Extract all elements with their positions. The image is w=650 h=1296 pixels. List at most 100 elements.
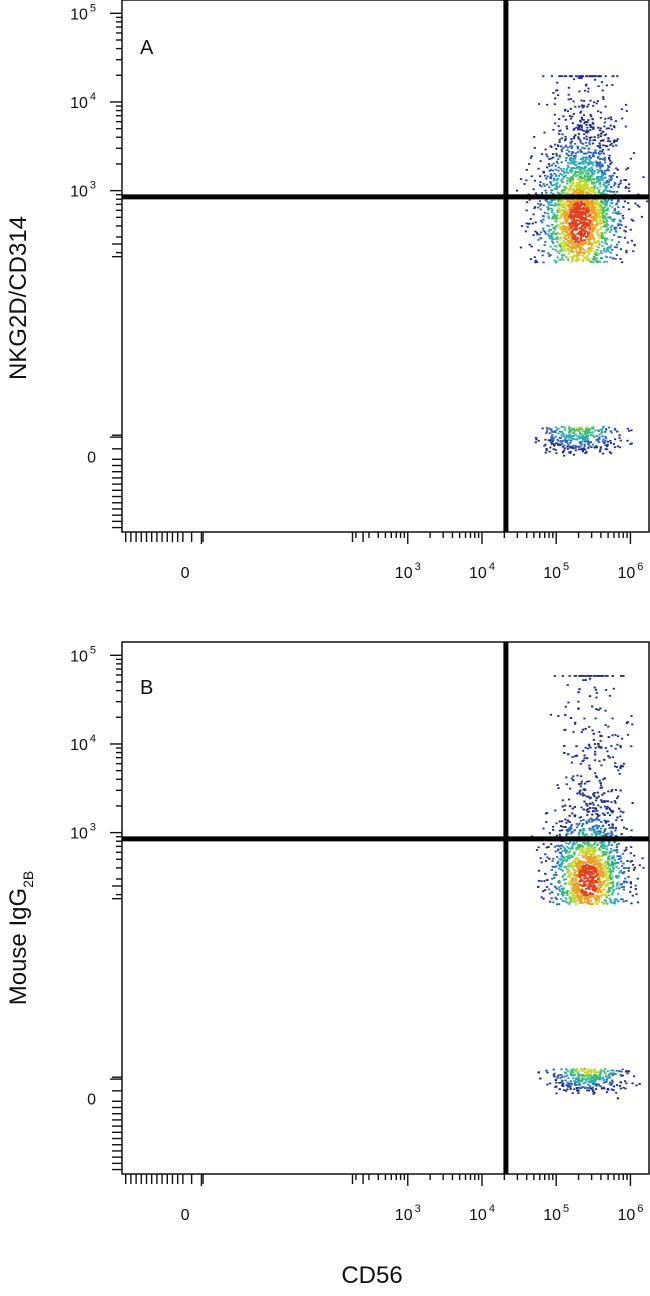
event-dot — [579, 139, 582, 142]
event-dot — [601, 851, 604, 853]
event-dot — [535, 849, 539, 851]
event-dot — [574, 229, 577, 231]
event-dot — [613, 902, 616, 905]
event-dot — [583, 861, 586, 863]
event-dot — [575, 858, 578, 861]
event-dot — [593, 759, 596, 762]
event-dot — [629, 860, 632, 863]
event-dot — [561, 170, 564, 172]
event-dot — [549, 439, 552, 442]
event-dot — [603, 181, 606, 184]
event-dot — [547, 439, 550, 442]
event-dot — [579, 876, 582, 879]
event-dot — [585, 225, 588, 228]
event-dot — [568, 903, 571, 905]
event-dot — [595, 799, 598, 802]
event-dot — [549, 900, 552, 903]
event-dot — [543, 211, 546, 214]
event-dot — [596, 813, 599, 816]
event-dot — [529, 218, 532, 220]
event-dot — [596, 249, 599, 251]
event-dot — [585, 129, 588, 132]
event-dot — [581, 829, 584, 832]
event-dot — [590, 169, 593, 172]
event-dot — [594, 772, 597, 775]
event-dot — [598, 218, 601, 221]
event-dot — [607, 228, 610, 230]
event-dot — [558, 156, 561, 158]
event-dot — [603, 221, 606, 224]
event-dot — [605, 1075, 608, 1077]
event-dot — [584, 436, 587, 439]
event-dot — [569, 241, 572, 244]
event-dot — [588, 1070, 591, 1072]
event-dot — [584, 185, 587, 188]
event-dot — [599, 204, 602, 207]
event-dot — [603, 200, 606, 203]
event-dot — [564, 439, 567, 441]
event-dot — [609, 442, 612, 444]
event-dot — [576, 847, 579, 850]
event-dot — [602, 889, 605, 892]
event-dot — [548, 235, 551, 238]
event-dot — [569, 452, 572, 454]
event-dot — [561, 230, 564, 232]
event-dot — [569, 434, 572, 437]
event-dot — [588, 1085, 592, 1088]
event-dot — [615, 1084, 619, 1086]
event-dot — [560, 430, 563, 433]
event-dot — [558, 1082, 561, 1084]
event-dot — [550, 157, 553, 160]
event-dot — [599, 139, 603, 142]
event-dot — [599, 448, 602, 451]
event-dot — [585, 205, 588, 208]
event-dot — [555, 865, 558, 868]
event-dot — [588, 75, 591, 78]
event-dot — [587, 447, 590, 449]
event-dot — [621, 898, 624, 901]
event-dot — [592, 217, 595, 220]
event-dot — [581, 449, 584, 452]
event-dot — [572, 113, 575, 115]
event-dot — [591, 1086, 594, 1089]
event-dot — [567, 236, 571, 238]
event-dot — [629, 157, 632, 160]
event-dot — [598, 870, 601, 872]
event-dot — [617, 875, 620, 878]
event-dot — [556, 256, 559, 259]
event-dot — [588, 234, 591, 237]
event-dot — [599, 1068, 602, 1071]
event-dot — [591, 191, 594, 193]
event-dot — [610, 850, 613, 853]
event-dot — [606, 445, 609, 448]
event-dot — [562, 181, 565, 184]
event-dot — [591, 230, 594, 233]
event-dot — [551, 241, 555, 243]
event-dot — [603, 261, 606, 263]
event-dot — [563, 216, 566, 219]
event-dot — [598, 436, 601, 439]
event-dot — [595, 708, 598, 711]
event-dot — [580, 780, 583, 783]
event-dot — [581, 219, 584, 221]
event-dot — [584, 235, 587, 238]
event-dot — [598, 146, 601, 149]
event-dot — [566, 226, 569, 228]
event-dot — [593, 865, 596, 868]
event-dot — [569, 1085, 572, 1087]
event-dot — [600, 428, 603, 431]
event-dot — [586, 105, 589, 108]
event-dot — [598, 209, 602, 212]
event-dot — [613, 184, 616, 187]
event-dot — [566, 179, 569, 182]
event-dot — [593, 212, 597, 215]
event-dot — [599, 895, 603, 897]
event-dot — [577, 1072, 580, 1075]
event-dot — [557, 427, 560, 430]
event-dot — [590, 212, 593, 215]
event-dot — [564, 145, 567, 148]
event-dot — [602, 158, 605, 161]
event-dot — [612, 145, 615, 148]
event-dot — [574, 675, 578, 677]
event-dot — [593, 1068, 596, 1071]
